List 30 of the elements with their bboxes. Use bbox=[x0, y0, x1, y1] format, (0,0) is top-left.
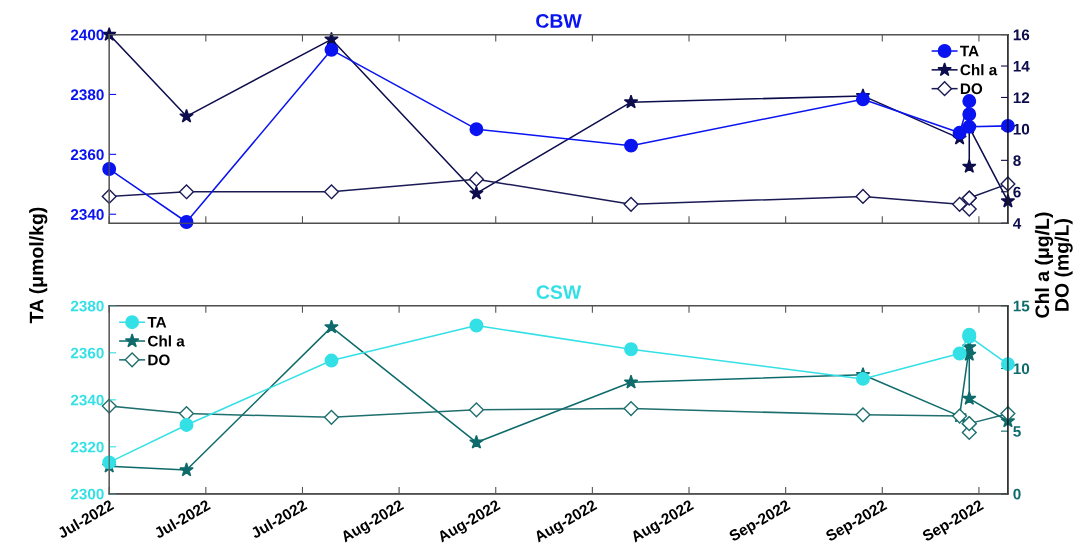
y-tick-label: 2340 bbox=[70, 209, 104, 220]
y2-tick-label: 15 bbox=[1013, 300, 1030, 312]
y-tick-label: 2360 bbox=[70, 347, 104, 359]
y2-tick-label: 5 bbox=[1013, 426, 1021, 437]
y2-axis-title: Chl a (μg/L) DO (mg/L) bbox=[1034, 212, 1073, 318]
y-tick-label: 2360 bbox=[70, 149, 104, 161]
legend-label: Chl a bbox=[148, 335, 185, 347]
y-tick-label: 2300 bbox=[70, 488, 104, 500]
legend-label: DO bbox=[960, 83, 983, 95]
y2-tick-label: 10 bbox=[1013, 363, 1030, 375]
y-tick-label: 2380 bbox=[70, 89, 104, 101]
y2-tick-label: 4 bbox=[1013, 218, 1022, 229]
legend-label: TA bbox=[960, 45, 979, 57]
legend-label: Chl a bbox=[960, 64, 998, 76]
y2-tick-label: 10 bbox=[1013, 123, 1030, 135]
y-tick-label: 2380 bbox=[70, 300, 104, 312]
y2-tick-label: 12 bbox=[1013, 92, 1030, 103]
y-tick-label: 2340 bbox=[70, 394, 104, 406]
chart-title: CBW bbox=[536, 14, 582, 28]
y2-tick-label: 0 bbox=[1013, 488, 1021, 500]
chart-title: CSW bbox=[536, 285, 582, 300]
legend-label: TA bbox=[147, 317, 167, 328]
y2-tick-label: 14 bbox=[1013, 61, 1030, 72]
y2-tick-label: 6 bbox=[1013, 186, 1021, 198]
y-tick-label: 2400 bbox=[70, 29, 104, 41]
y2-tick-label: 8 bbox=[1013, 155, 1021, 167]
y2-tick-label: 16 bbox=[1013, 29, 1030, 41]
y-axis-title: TA (μmol/kg) bbox=[29, 207, 48, 324]
legend-label: DO bbox=[148, 354, 170, 366]
y-tick-label: 2320 bbox=[70, 441, 104, 453]
